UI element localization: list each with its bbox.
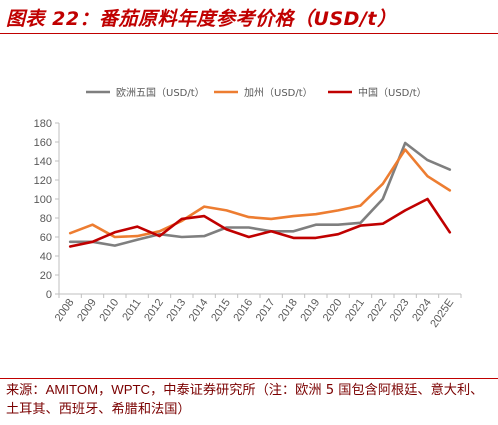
y-tick-label: 20 [40,270,52,282]
series-line [68,197,452,248]
plot-lines [68,141,452,248]
x-tick-label: 2023 [388,297,412,324]
y-tick-label: 80 [40,213,52,225]
y-axis: 0 20 40 60 80 100 120 140 160 180 [34,118,60,301]
legend: 欧洲五国（USD/t） 加州（USD/t） 中国（USD/t） [86,86,427,99]
y-tick-label: 160 [34,137,52,149]
series-line [68,141,452,247]
source-prefix: 来源： [6,383,46,398]
x-tick-label: 2009 [75,297,99,324]
x-tick-label: 2018 [276,297,300,324]
x-tick-label: 2011 [120,297,143,323]
x-tick-label: 2016 [231,297,255,324]
x-tick-label: 2025E [428,297,456,330]
x-tick-label: 2022 [365,297,389,324]
y-tick-label: 140 [34,156,52,168]
x-tick-label: 2021 [343,297,367,324]
legend-label: 欧洲五国（USD/t） [116,87,205,99]
source-divider [0,378,498,379]
x-axis: 2008200920102011201220132014201520162017… [53,293,462,330]
y-tick-label: 60 [40,232,52,244]
source-rest: ，中泰证券研究所（注：欧洲 5 国包含阿根廷、意大利、土耳其、西班牙、希腊和法国… [6,383,484,417]
x-tick-label: 2014 [187,297,211,324]
legend-label: 加州（USD/t） [244,87,313,99]
legend-label: 中国（USD/t） [358,86,427,99]
x-tick-label: 2010 [97,297,121,324]
title-divider [0,33,498,34]
x-tick-label: 2015 [209,297,233,324]
x-tick-label: 2012 [142,297,166,324]
y-tick-label: 40 [40,251,52,263]
y-tick-label: 180 [34,118,52,130]
x-tick-label: 2013 [164,297,188,324]
x-tick-label: 2019 [298,297,322,324]
x-tick-label: 2008 [53,297,77,324]
y-tick-label: 120 [34,175,52,187]
source-orgs: AMITOM，WPTC [45,382,151,397]
x-tick-label: 2017 [254,297,278,324]
y-tick-label: 100 [34,194,52,206]
x-tick-label: 2020 [321,297,345,324]
chart-title: 图表 22：番茄原料年度参考价格（USD/t） [6,8,397,30]
source-note: 来源：AMITOM，WPTC，中泰证券研究所（注：欧洲 5 国包含阿根廷、意大利… [6,380,494,419]
y-tick-label: 0 [46,289,52,301]
line-chart: 欧洲五国（USD/t） 加州（USD/t） 中国（USD/t） 0 20 40 60 80 1… [34,86,462,330]
series-line [68,148,452,239]
